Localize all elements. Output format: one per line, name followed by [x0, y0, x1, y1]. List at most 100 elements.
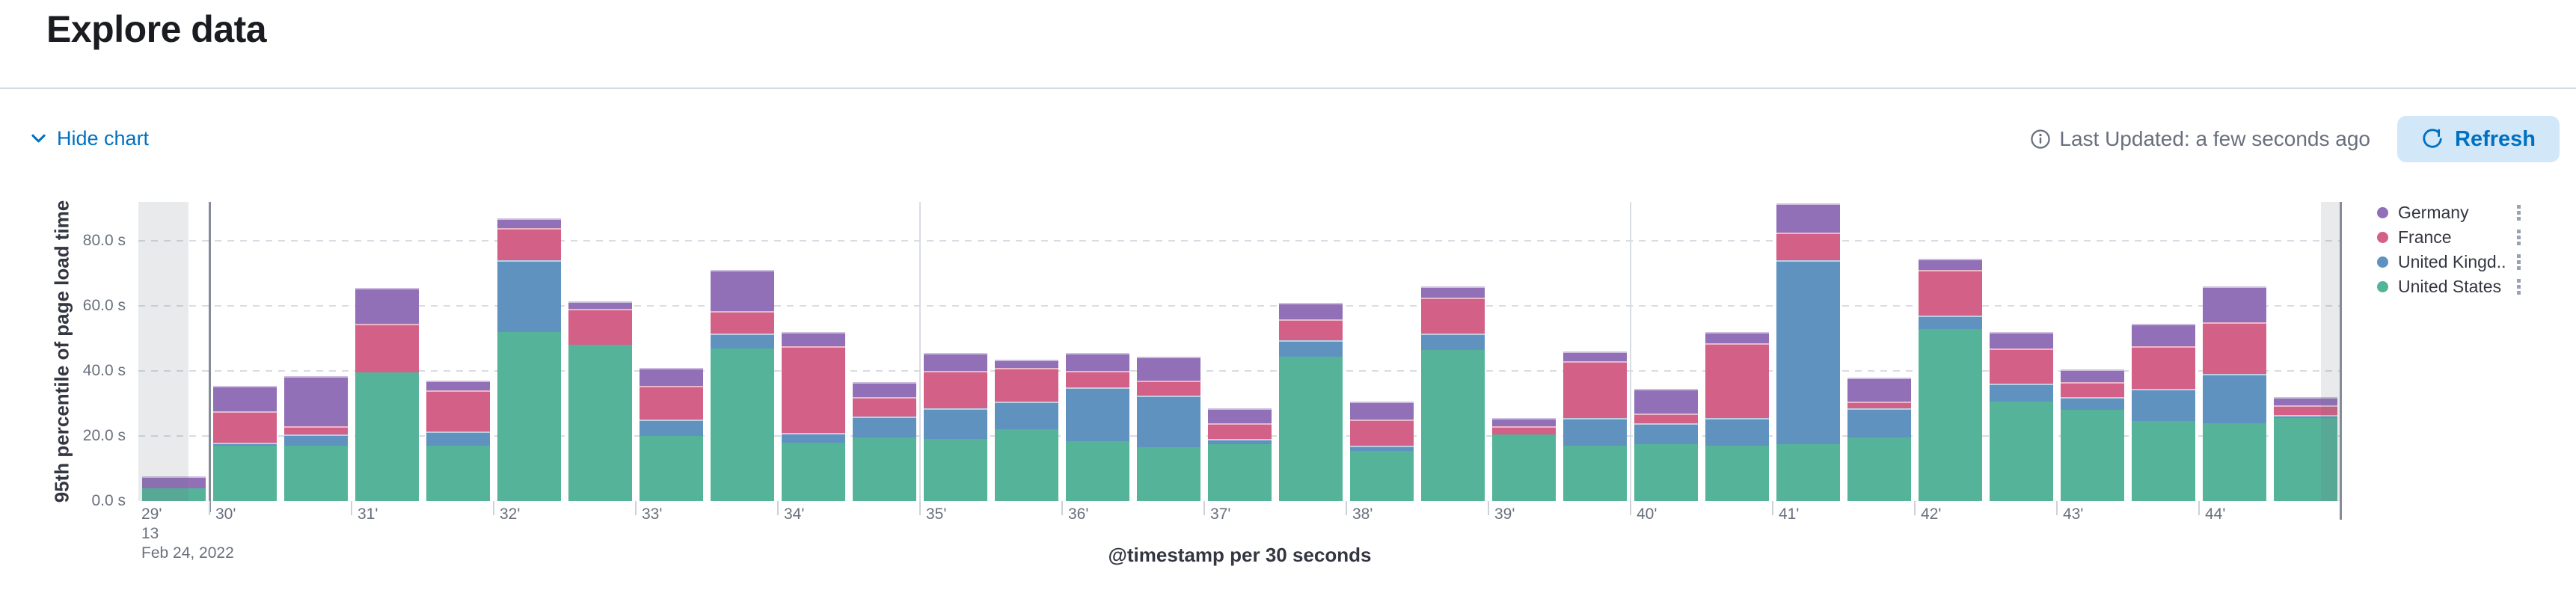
- bar-segment-united-kingdom[interactable]: [2274, 414, 2337, 419]
- bar-segment-united-states[interactable]: [213, 446, 277, 501]
- bar-segment-united-states[interactable]: [1421, 349, 1485, 501]
- bar-segment-united-kingdom[interactable]: [1137, 395, 1200, 448]
- bar-segment-france[interactable]: [1563, 361, 1627, 419]
- bar-segment-united-states[interactable]: [782, 442, 845, 501]
- bar-segment-united-states[interactable]: [1137, 447, 1200, 501]
- bar-segment-united-states[interactable]: [1776, 443, 1840, 501]
- bar-segment-france[interactable]: [1137, 381, 1200, 396]
- bar-segment-united-states[interactable]: [568, 345, 632, 501]
- bar-segment-united-states[interactable]: [1705, 446, 1769, 501]
- legend-actions-icon[interactable]: [2514, 227, 2524, 248]
- bar-segment-france[interactable]: [1066, 371, 1129, 387]
- bar-segment-united-kingdom[interactable]: [1563, 418, 1627, 446]
- bar-segment-united-kingdom[interactable]: [853, 416, 916, 438]
- bar-segment-france[interactable]: [284, 426, 348, 434]
- bar-segment-france[interactable]: [2132, 346, 2195, 389]
- bar-segment-united-kingdom[interactable]: [1705, 418, 1769, 446]
- bar-segment-germany[interactable]: [1350, 402, 1414, 420]
- bar-segment-france[interactable]: [2061, 382, 2124, 397]
- bar-segment-germany[interactable]: [1847, 377, 1911, 402]
- bar-segment-france[interactable]: [213, 411, 277, 443]
- bar-segment-united-kingdom[interactable]: [1776, 260, 1840, 444]
- bar-segment-united-states[interactable]: [1350, 450, 1414, 501]
- bar-segment-france[interactable]: [640, 385, 703, 420]
- bar-segment-united-kingdom[interactable]: [2203, 374, 2266, 423]
- bar-segment-germany[interactable]: [782, 331, 845, 347]
- bar-segment-united-kingdom[interactable]: [426, 431, 490, 446]
- bar-segment-germany[interactable]: [995, 359, 1058, 368]
- bar-segment-united-states[interactable]: [1634, 443, 1698, 501]
- bar-segment-united-states[interactable]: [924, 439, 987, 501]
- bar-segment-united-kingdom[interactable]: [1279, 339, 1343, 357]
- bar-segment-germany[interactable]: [1208, 408, 1272, 423]
- bar-segment-france[interactable]: [995, 367, 1058, 402]
- bar-segment-united-states[interactable]: [640, 436, 703, 501]
- bar-segment-germany[interactable]: [1990, 331, 2053, 348]
- bar-segment-united-states[interactable]: [1066, 440, 1129, 501]
- bar-segment-united-states[interactable]: [1208, 443, 1272, 501]
- bar-segment-germany[interactable]: [1279, 302, 1343, 319]
- legend-item-france[interactable]: France: [2377, 225, 2524, 250]
- bar-segment-france[interactable]: [568, 309, 632, 345]
- legend-item-germany[interactable]: Germany: [2377, 200, 2524, 225]
- bar-segment-united-kingdom[interactable]: [711, 334, 774, 348]
- bar-segment-united-kingdom[interactable]: [2061, 396, 2124, 411]
- bar-segment-germany[interactable]: [2274, 396, 2337, 405]
- bar-segment-united-states[interactable]: [2061, 410, 2124, 501]
- legend-item-united-kingdom[interactable]: United Kingd...: [2377, 250, 2524, 274]
- bar-segment-germany[interactable]: [213, 385, 277, 412]
- bar-segment-united-kingdom[interactable]: [640, 420, 703, 437]
- bar-segment-france[interactable]: [1847, 402, 1911, 409]
- bar-segment-germany[interactable]: [2132, 324, 2195, 347]
- bar-segment-united-states[interactable]: [1847, 437, 1911, 501]
- bar-segment-germany[interactable]: [497, 218, 561, 228]
- bar-segment-united-kingdom[interactable]: [995, 402, 1058, 430]
- bar-segment-germany[interactable]: [1705, 331, 1769, 344]
- bar-segment-germany[interactable]: [711, 270, 774, 311]
- bar-segment-france[interactable]: [1776, 233, 1840, 261]
- bar-segment-united-kingdom[interactable]: [1919, 316, 1982, 329]
- refresh-button[interactable]: Refresh: [2397, 116, 2560, 162]
- bar-segment-france[interactable]: [355, 324, 419, 373]
- bar-segment-germany[interactable]: [426, 381, 490, 391]
- bar-segment-united-kingdom[interactable]: [497, 260, 561, 332]
- bar-segment-united-kingdom[interactable]: [924, 408, 987, 440]
- bar-segment-germany[interactable]: [355, 288, 419, 325]
- legend-actions-icon[interactable]: [2514, 251, 2524, 273]
- bar-segment-united-states[interactable]: [1919, 328, 1982, 501]
- bar-segment-france[interactable]: [1919, 270, 1982, 316]
- bar-segment-united-states[interactable]: [853, 437, 916, 501]
- bar-segment-france[interactable]: [1279, 319, 1343, 340]
- bar-segment-germany[interactable]: [2061, 369, 2124, 383]
- bar-segment-france[interactable]: [1990, 348, 2053, 384]
- bar-segment-united-kingdom[interactable]: [1990, 384, 2053, 402]
- bar-segment-united-kingdom[interactable]: [2132, 389, 2195, 422]
- bar-segment-germany[interactable]: [1137, 356, 1200, 381]
- bar-segment-germany[interactable]: [284, 375, 348, 426]
- bar-segment-united-states[interactable]: [2132, 421, 2195, 501]
- bar-segment-united-states[interactable]: [1563, 446, 1627, 501]
- bar-segment-united-kingdom[interactable]: [782, 432, 845, 443]
- bar-segment-france[interactable]: [853, 396, 916, 417]
- bar-segment-france[interactable]: [426, 390, 490, 431]
- bar-segment-united-kingdom[interactable]: [284, 434, 348, 446]
- bar-segment-germany[interactable]: [1634, 389, 1698, 414]
- bar-segment-france[interactable]: [782, 346, 845, 433]
- bar-segment-united-states[interactable]: [355, 372, 419, 501]
- bar-segment-united-kingdom[interactable]: [1847, 408, 1911, 438]
- bar-segment-united-states[interactable]: [2203, 423, 2266, 501]
- bar-segment-germany[interactable]: [853, 382, 916, 397]
- bar-segment-united-states[interactable]: [1990, 402, 2053, 501]
- bar-segment-france[interactable]: [924, 371, 987, 409]
- legend-actions-icon[interactable]: [2514, 202, 2524, 224]
- bar-segment-united-states[interactable]: [1279, 356, 1343, 501]
- bar-segment-germany[interactable]: [142, 476, 206, 488]
- bar-segment-france[interactable]: [711, 310, 774, 334]
- legend-item-united-states[interactable]: United States: [2377, 274, 2524, 299]
- bar-segment-germany[interactable]: [1563, 351, 1627, 362]
- bar-segment-united-states[interactable]: [142, 488, 206, 501]
- bar-segment-france[interactable]: [1350, 420, 1414, 446]
- bar-segment-france[interactable]: [1634, 413, 1698, 423]
- bar-segment-france[interactable]: [497, 227, 561, 261]
- bar-segment-united-states[interactable]: [995, 429, 1058, 501]
